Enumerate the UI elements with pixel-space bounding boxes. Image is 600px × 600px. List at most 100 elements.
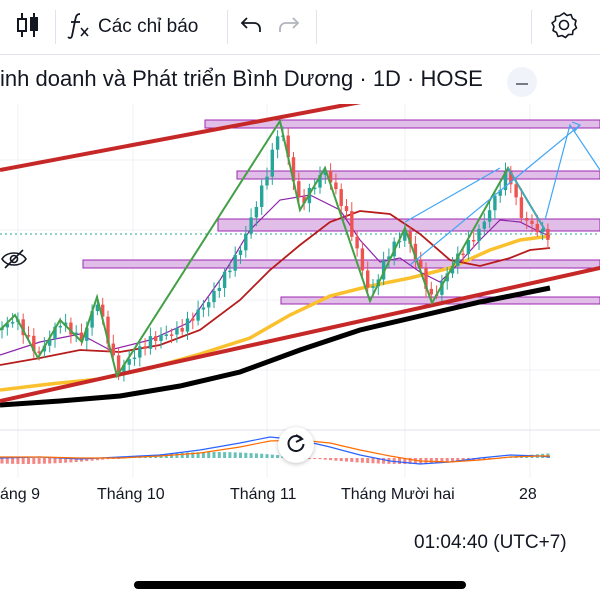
macd-bar bbox=[456, 458, 460, 462]
candle-body bbox=[429, 288, 433, 295]
macd-bar bbox=[398, 458, 401, 464]
support-zone[interactable] bbox=[82, 259, 600, 269]
candle-body bbox=[132, 357, 137, 360]
minus-icon bbox=[515, 73, 529, 91]
resistance-zone[interactable] bbox=[217, 218, 600, 232]
macd-bar bbox=[408, 458, 412, 464]
candle-body bbox=[366, 270, 370, 288]
price-projection[interactable] bbox=[404, 121, 600, 266]
candle-body bbox=[244, 233, 248, 251]
candle-body bbox=[297, 181, 301, 197]
indicators-button[interactable]: Các chỉ báo bbox=[66, 0, 226, 54]
undo-button[interactable] bbox=[236, 0, 266, 54]
candle-body bbox=[318, 175, 322, 188]
candle-body bbox=[344, 206, 349, 212]
candle-body bbox=[509, 171, 513, 185]
candle-body bbox=[371, 286, 375, 288]
macd-bar bbox=[429, 458, 433, 464]
candle-body bbox=[355, 236, 359, 249]
macd-bar bbox=[90, 458, 94, 461]
candle-body bbox=[291, 157, 296, 182]
candle-body bbox=[339, 189, 343, 207]
macd-bar bbox=[440, 458, 444, 463]
candle-body bbox=[487, 210, 492, 222]
time-label-sep: áng 9 bbox=[0, 486, 41, 503]
macd-bar bbox=[217, 452, 221, 458]
chart-grid bbox=[0, 104, 600, 478]
channel-lower-line[interactable] bbox=[0, 266, 600, 403]
zigzag-line[interactable] bbox=[0, 118, 546, 379]
macd-line bbox=[0, 436, 551, 465]
time-label-oct: Tháng 10 bbox=[97, 486, 165, 503]
macd-bar bbox=[42, 458, 46, 464]
reset-chart-button[interactable] bbox=[278, 427, 314, 463]
macd-bar bbox=[318, 458, 322, 460]
candle-body bbox=[381, 260, 386, 280]
candle-body bbox=[323, 170, 327, 176]
candlestick-icon bbox=[16, 10, 40, 45]
price-zones[interactable] bbox=[82, 119, 600, 305]
toolbar-divider bbox=[531, 10, 532, 44]
candle-body bbox=[275, 136, 280, 150]
chart-type-button[interactable] bbox=[8, 0, 48, 54]
ma-slow-line bbox=[0, 234, 551, 392]
redo-button[interactable] bbox=[274, 0, 304, 54]
candle-body bbox=[546, 228, 550, 240]
candle-body bbox=[48, 338, 52, 346]
candle-body bbox=[196, 309, 200, 321]
macd-bar bbox=[249, 453, 253, 458]
symbol-title: inh doanh và Phát triển Bình Dương · 1D … bbox=[0, 66, 483, 91]
function-fx-icon bbox=[66, 11, 90, 44]
candle-body bbox=[233, 254, 237, 271]
candle-body bbox=[69, 322, 73, 335]
settings-button[interactable] bbox=[544, 0, 584, 54]
candle-body bbox=[106, 316, 110, 344]
candle-body bbox=[85, 327, 89, 341]
resistance-zone[interactable] bbox=[204, 119, 600, 129]
candle-body bbox=[519, 197, 524, 218]
macd-bar bbox=[95, 458, 99, 461]
candle-body bbox=[408, 231, 412, 244]
macd-bar bbox=[32, 458, 36, 464]
macd-bar bbox=[5, 458, 9, 464]
price-chart[interactable] bbox=[0, 104, 600, 478]
macd-bar bbox=[101, 458, 105, 460]
macd-bar bbox=[53, 458, 57, 464]
candle-body bbox=[350, 211, 354, 237]
macd-bar bbox=[207, 452, 211, 458]
toggle-visibility-button[interactable] bbox=[0, 248, 30, 274]
candle-body bbox=[440, 281, 444, 295]
macd-bar bbox=[21, 458, 25, 464]
candle-body bbox=[286, 135, 290, 158]
macd-bar bbox=[435, 458, 439, 464]
channel-upper-line[interactable] bbox=[0, 104, 600, 172]
macd-bar bbox=[0, 458, 4, 464]
candle-body bbox=[313, 187, 317, 190]
collapse-legend-button[interactable] bbox=[507, 67, 537, 97]
candle-body bbox=[127, 359, 131, 365]
candle-body bbox=[26, 335, 31, 337]
candle-body bbox=[138, 346, 142, 358]
candle-body bbox=[302, 196, 306, 204]
macd-bar bbox=[360, 458, 364, 463]
candle-body bbox=[228, 270, 232, 273]
macd-bar bbox=[313, 458, 317, 459]
macd-bar bbox=[37, 458, 41, 464]
macd-bar bbox=[239, 452, 242, 458]
toolbar-divider bbox=[227, 10, 228, 44]
candlestick-series bbox=[0, 126, 550, 382]
time-axis[interactable]: áng 9 Tháng 10 Tháng 11 Tháng Mười hai 2… bbox=[0, 478, 600, 518]
macd-bar bbox=[350, 458, 354, 462]
timezone-clock[interactable]: 01:04:40 (UTC+7) bbox=[414, 532, 567, 553]
macd-bar bbox=[175, 453, 179, 458]
resistance-zone[interactable] bbox=[236, 170, 600, 180]
candle-body bbox=[74, 332, 78, 335]
macd-bar bbox=[180, 452, 184, 458]
macd-bar bbox=[355, 458, 359, 463]
candle-body bbox=[387, 256, 391, 261]
candle-body bbox=[58, 325, 62, 328]
candle-body bbox=[503, 171, 508, 191]
time-label-28: 28 bbox=[519, 486, 537, 503]
candle-body bbox=[477, 228, 481, 242]
candle-body bbox=[169, 334, 174, 336]
